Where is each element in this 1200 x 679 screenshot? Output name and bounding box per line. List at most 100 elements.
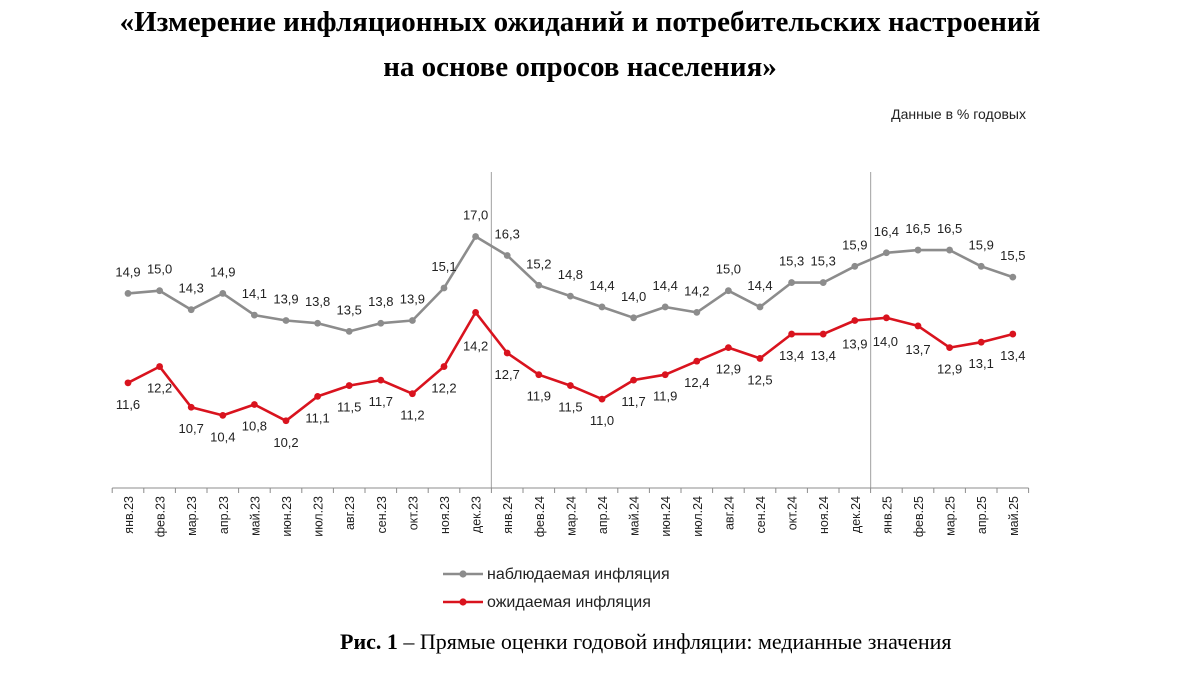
expected-inflation-point xyxy=(914,322,922,330)
x-tick-label: окт.24 xyxy=(786,496,800,530)
expected-inflation-label: 13,7 xyxy=(905,342,930,357)
observed-inflation-point xyxy=(282,317,290,324)
x-tick-label: ноя.23 xyxy=(438,496,452,534)
observed-inflation-point xyxy=(756,303,764,311)
x-tick-label: дек.23 xyxy=(470,496,484,533)
expected-inflation-point xyxy=(251,401,258,408)
observed-inflation-point xyxy=(345,327,353,335)
expected-inflation-point xyxy=(440,363,448,370)
x-tick-label: май.25 xyxy=(1007,496,1021,536)
expected-inflation-label: 12,4 xyxy=(684,375,709,390)
expected-inflation-point xyxy=(788,330,795,338)
expected-inflation-label: 11,2 xyxy=(400,408,424,423)
observed-inflation-point xyxy=(630,314,637,322)
expected-inflation-label: 11,1 xyxy=(305,410,329,425)
x-tick-labels: янв.23 фев.23 мар.23 апр.23 май.23 июн.23 июл.… xyxy=(122,496,1021,537)
observed-inflation-point xyxy=(219,290,227,297)
expected-inflation-point xyxy=(503,349,511,357)
observed-inflation-point xyxy=(251,311,258,319)
observed-inflation-label: 15,1 xyxy=(431,259,456,274)
observed-inflation-label: 14,9 xyxy=(115,264,140,279)
observed-inflation-point xyxy=(187,306,195,314)
expected-inflation-label: 13,9 xyxy=(842,337,867,352)
expected-inflation-point xyxy=(598,395,606,403)
legend: наблюдаемая инфляция ожидаемая инфляция xyxy=(443,566,670,611)
expected-inflation-label: 12,9 xyxy=(716,362,741,377)
x-tick-label: мар.25 xyxy=(944,496,958,536)
observed-inflation-label: 13,8 xyxy=(368,294,393,309)
expected-inflation-label: 12,9 xyxy=(937,362,962,377)
expected-inflation-point xyxy=(124,379,132,387)
observed-inflation-label: 15,9 xyxy=(842,237,867,252)
expected-inflation-label: 12,5 xyxy=(747,372,772,387)
observed-inflation-point xyxy=(598,303,606,311)
expected-inflation-point xyxy=(756,355,764,362)
x-tick-label: авг.23 xyxy=(343,496,357,530)
chart-title-line-2: на основе опросов населения» xyxy=(383,51,777,83)
observed-inflation-point xyxy=(156,287,164,295)
observed-inflation-point xyxy=(725,287,732,295)
expected-inflation-point xyxy=(725,344,732,352)
expected-inflation-label: 11,7 xyxy=(369,394,393,409)
expected-inflation-point xyxy=(156,363,164,370)
observed-inflation-label: 14,1 xyxy=(242,286,267,301)
expected-inflation-point xyxy=(693,357,701,365)
expected-inflation-point xyxy=(819,330,827,338)
observed-inflation-label: 13,9 xyxy=(273,292,298,307)
observed-inflation-label: 16,5 xyxy=(905,221,930,236)
observed-inflation-label: 15,3 xyxy=(811,254,836,269)
expected-inflation-label: 13,4 xyxy=(811,348,836,363)
observed-inflation-label: 13,9 xyxy=(400,292,425,307)
x-tick-label: янв.23 xyxy=(122,496,136,534)
expected-inflation-label: 12,7 xyxy=(495,367,520,382)
expected-inflation-label: 10,2 xyxy=(273,435,298,450)
expected-inflation-point xyxy=(630,376,637,384)
x-tick-label: июл.23 xyxy=(312,496,326,537)
chart-title-line-1: «Измерение инфляционных ожиданий и потре… xyxy=(119,6,1041,38)
observed-inflation-label: 17,0 xyxy=(463,208,488,223)
expected-inflation-label: 13,4 xyxy=(779,348,804,363)
observed-inflation-point xyxy=(124,290,132,297)
legend-expected-label: ожидаемая инфляция xyxy=(487,594,651,611)
observed-inflation-point xyxy=(851,262,859,270)
observed-inflation-label: 15,9 xyxy=(969,237,994,252)
observed-inflation-point xyxy=(440,284,448,292)
legend-observed-marker xyxy=(459,570,467,578)
expected-inflation-label: 11,7 xyxy=(621,394,645,409)
x-tick-label: апр.25 xyxy=(975,496,989,534)
expected-inflation-label: 11,9 xyxy=(653,389,677,404)
x-tick-label: апр.23 xyxy=(217,496,231,534)
expected-inflation-label: 10,4 xyxy=(210,429,235,444)
expected-inflation-point xyxy=(345,382,353,389)
expected-inflation-label: 11,5 xyxy=(337,400,361,415)
expected-inflation-point xyxy=(883,314,890,322)
x-tick-label: окт.23 xyxy=(406,496,420,530)
observed-inflation-label: 13,5 xyxy=(337,302,362,317)
x-tick-label: фев.24 xyxy=(533,496,547,537)
observed-inflation-label: 14,3 xyxy=(179,281,204,296)
observed-inflation-point xyxy=(472,233,479,240)
x-tick-label: фев.23 xyxy=(154,496,168,537)
x-tick-label: янв.25 xyxy=(880,496,894,534)
x-tick-label: апр.24 xyxy=(596,496,610,534)
expected-inflation-point xyxy=(409,390,416,398)
expected-inflation-label: 13,4 xyxy=(1000,348,1025,363)
expected-inflation-label: 11,0 xyxy=(590,413,614,428)
observed-inflation-point xyxy=(693,308,701,316)
expected-inflation-label: 14,2 xyxy=(463,338,488,353)
series-points xyxy=(124,233,1017,425)
x-tick-label: май.24 xyxy=(628,496,642,536)
observed-inflation-label: 16,5 xyxy=(937,221,962,236)
observed-inflation-label: 16,4 xyxy=(874,224,899,239)
x-tick-label: май.23 xyxy=(248,496,262,536)
observed-inflation-label: 14,2 xyxy=(684,283,709,298)
expected-inflation-label: 13,1 xyxy=(969,356,994,371)
expected-inflation-label: 11,5 xyxy=(558,400,582,415)
expected-inflation-point xyxy=(946,344,953,352)
observed-inflation-point xyxy=(977,262,985,270)
x-tick-label: сен.23 xyxy=(375,496,389,534)
observed-inflation-label: 13,8 xyxy=(305,294,330,309)
expected-inflation-label: 14,0 xyxy=(873,334,898,349)
observed-inflation-label: 15,0 xyxy=(147,262,172,277)
expected-inflation-label: 11,9 xyxy=(527,389,551,404)
